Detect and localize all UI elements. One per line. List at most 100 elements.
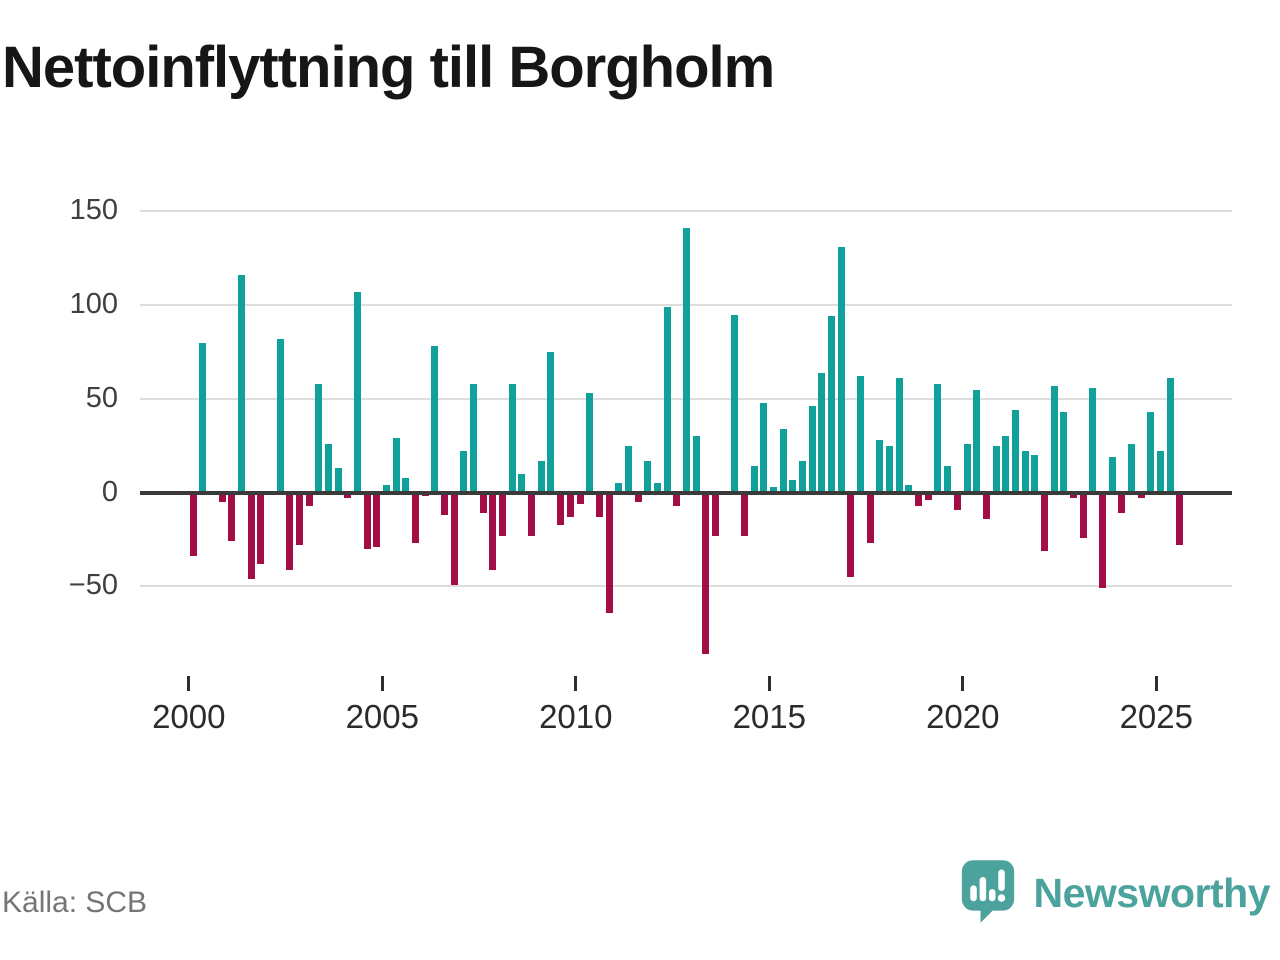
bar-2014-q2: [740, 492, 748, 536]
bar-2002-q2: [276, 338, 284, 493]
bar-2013-q2: [702, 492, 710, 654]
y-axis-label--50: −50: [68, 569, 118, 602]
bar-2001-q4: [257, 492, 265, 564]
bar-2000-q2: [199, 342, 207, 493]
x-axis-label-2000: 2000: [152, 698, 226, 735]
y-axis-label-150: 150: [69, 194, 118, 227]
bar-2008-q4: [528, 492, 536, 536]
bar-2021-q1: [1002, 436, 1010, 493]
gridline-y-150: [140, 210, 1232, 213]
x-axis-label-2005: 2005: [345, 698, 419, 735]
bar-2011-q2: [624, 445, 632, 493]
bar-2002-q4: [295, 492, 303, 546]
bar-2010-q3: [595, 492, 603, 518]
bar-2012-q3: [673, 492, 681, 506]
bar-2004-q2: [353, 292, 361, 493]
bar-2001-q3: [247, 492, 255, 579]
bar-2011-q4: [644, 460, 652, 493]
bar-2024-q1: [1118, 492, 1126, 514]
bar-2006-q4: [450, 492, 458, 585]
bar-2010-q2: [586, 393, 594, 493]
bar-2009-q3: [557, 492, 565, 525]
bar-2008-q2: [508, 383, 516, 493]
zero-axis-line: [140, 490, 1232, 495]
x-axis-label-2015: 2015: [732, 698, 806, 735]
bar-2005-q1: [383, 485, 390, 493]
x-axis-tick-2000: [187, 676, 191, 691]
bar-2004-q3: [363, 492, 371, 549]
bar-2003-q2: [315, 383, 323, 493]
bar-2017-q4: [876, 440, 884, 493]
bar-2003-q1: [305, 492, 313, 506]
brand-wordmark: Newsworthy: [1033, 869, 1271, 916]
bar-2025-q2: [1166, 378, 1174, 493]
bar-2003-q3: [324, 443, 332, 493]
bar-2020-q1: [963, 443, 971, 493]
bar-2009-q2: [547, 352, 555, 493]
bar-2024-q4: [1147, 412, 1155, 493]
bar-2021-q2: [1011, 410, 1019, 493]
bar-2021-q4: [1031, 455, 1039, 493]
bar-2014-q4: [760, 402, 768, 493]
bar-2002-q3: [286, 492, 294, 570]
bar-2016-q2: [818, 372, 826, 493]
bar-2012-q2: [663, 307, 671, 493]
bar-2004-q4: [373, 492, 381, 548]
gridline-y--50: [140, 585, 1232, 588]
bar-2004-q1: [344, 492, 352, 499]
bar-2007-q3: [479, 492, 487, 514]
bar-2020-q4: [992, 445, 1000, 493]
x-axis-tick-2020: [961, 676, 965, 691]
x-axis-tick-2005: [380, 676, 384, 691]
y-axis-label-50: 50: [85, 381, 118, 414]
bar-2023-q3: [1098, 492, 1106, 589]
bar-2019-q4: [953, 492, 961, 510]
bar-2017-q2: [857, 376, 865, 493]
bar-2011-q1: [615, 483, 623, 493]
bar-2000-q4: [218, 492, 226, 503]
x-axis-tick-2010: [574, 676, 578, 691]
bar-2007-q1: [460, 451, 468, 493]
y-axis-label-100: 100: [69, 288, 118, 321]
bar-2013-q1: [692, 436, 700, 493]
bar-2021-q3: [1021, 451, 1029, 493]
bar-2025-q1: [1157, 451, 1164, 493]
bar-2018-q4: [915, 492, 923, 506]
bar-2018-q1: [886, 445, 894, 493]
bar-2009-q4: [566, 492, 574, 518]
x-axis-label-2010: 2010: [539, 698, 613, 735]
bar-2011-q3: [634, 492, 642, 503]
bar-2019-q1: [924, 492, 932, 501]
bar-2024-q2: [1127, 443, 1135, 493]
bar-2025-q3: [1176, 492, 1184, 546]
bar-2009-q1: [537, 460, 545, 493]
bar-2017-q1: [847, 492, 855, 578]
bar-2012-q1: [653, 483, 661, 493]
bar-2022-q4: [1069, 492, 1077, 499]
bar-2001-q2: [237, 275, 245, 493]
bar-2018-q3: [905, 485, 913, 493]
bar-2000-q1: [189, 492, 197, 557]
bar-chart-speech-bubble-icon: [960, 858, 1016, 929]
bar-2001-q1: [228, 492, 236, 542]
y-axis-label-0: 0: [101, 475, 118, 508]
x-axis-tick-2015: [767, 676, 771, 691]
bar-2024-q3: [1137, 492, 1145, 499]
bar-2015-q2: [779, 428, 787, 493]
bar-2020-q3: [982, 492, 990, 519]
bar-2019-q2: [934, 383, 942, 493]
x-axis-label-2020: 2020: [926, 698, 1000, 735]
bar-2006-q3: [441, 492, 449, 516]
bar-2010-q4: [605, 492, 613, 613]
bar-2014-q1: [731, 314, 739, 493]
source-note: Källa: SCB: [2, 886, 148, 919]
bar-2015-q4: [799, 460, 807, 493]
bar-2018-q2: [895, 378, 903, 493]
bar-2017-q3: [866, 492, 874, 544]
bar-2006-q2: [431, 346, 439, 493]
bar-2007-q2: [470, 383, 478, 493]
bar-2007-q4: [489, 492, 497, 570]
bar-2023-q2: [1089, 387, 1097, 493]
bar-2023-q4: [1108, 457, 1116, 493]
